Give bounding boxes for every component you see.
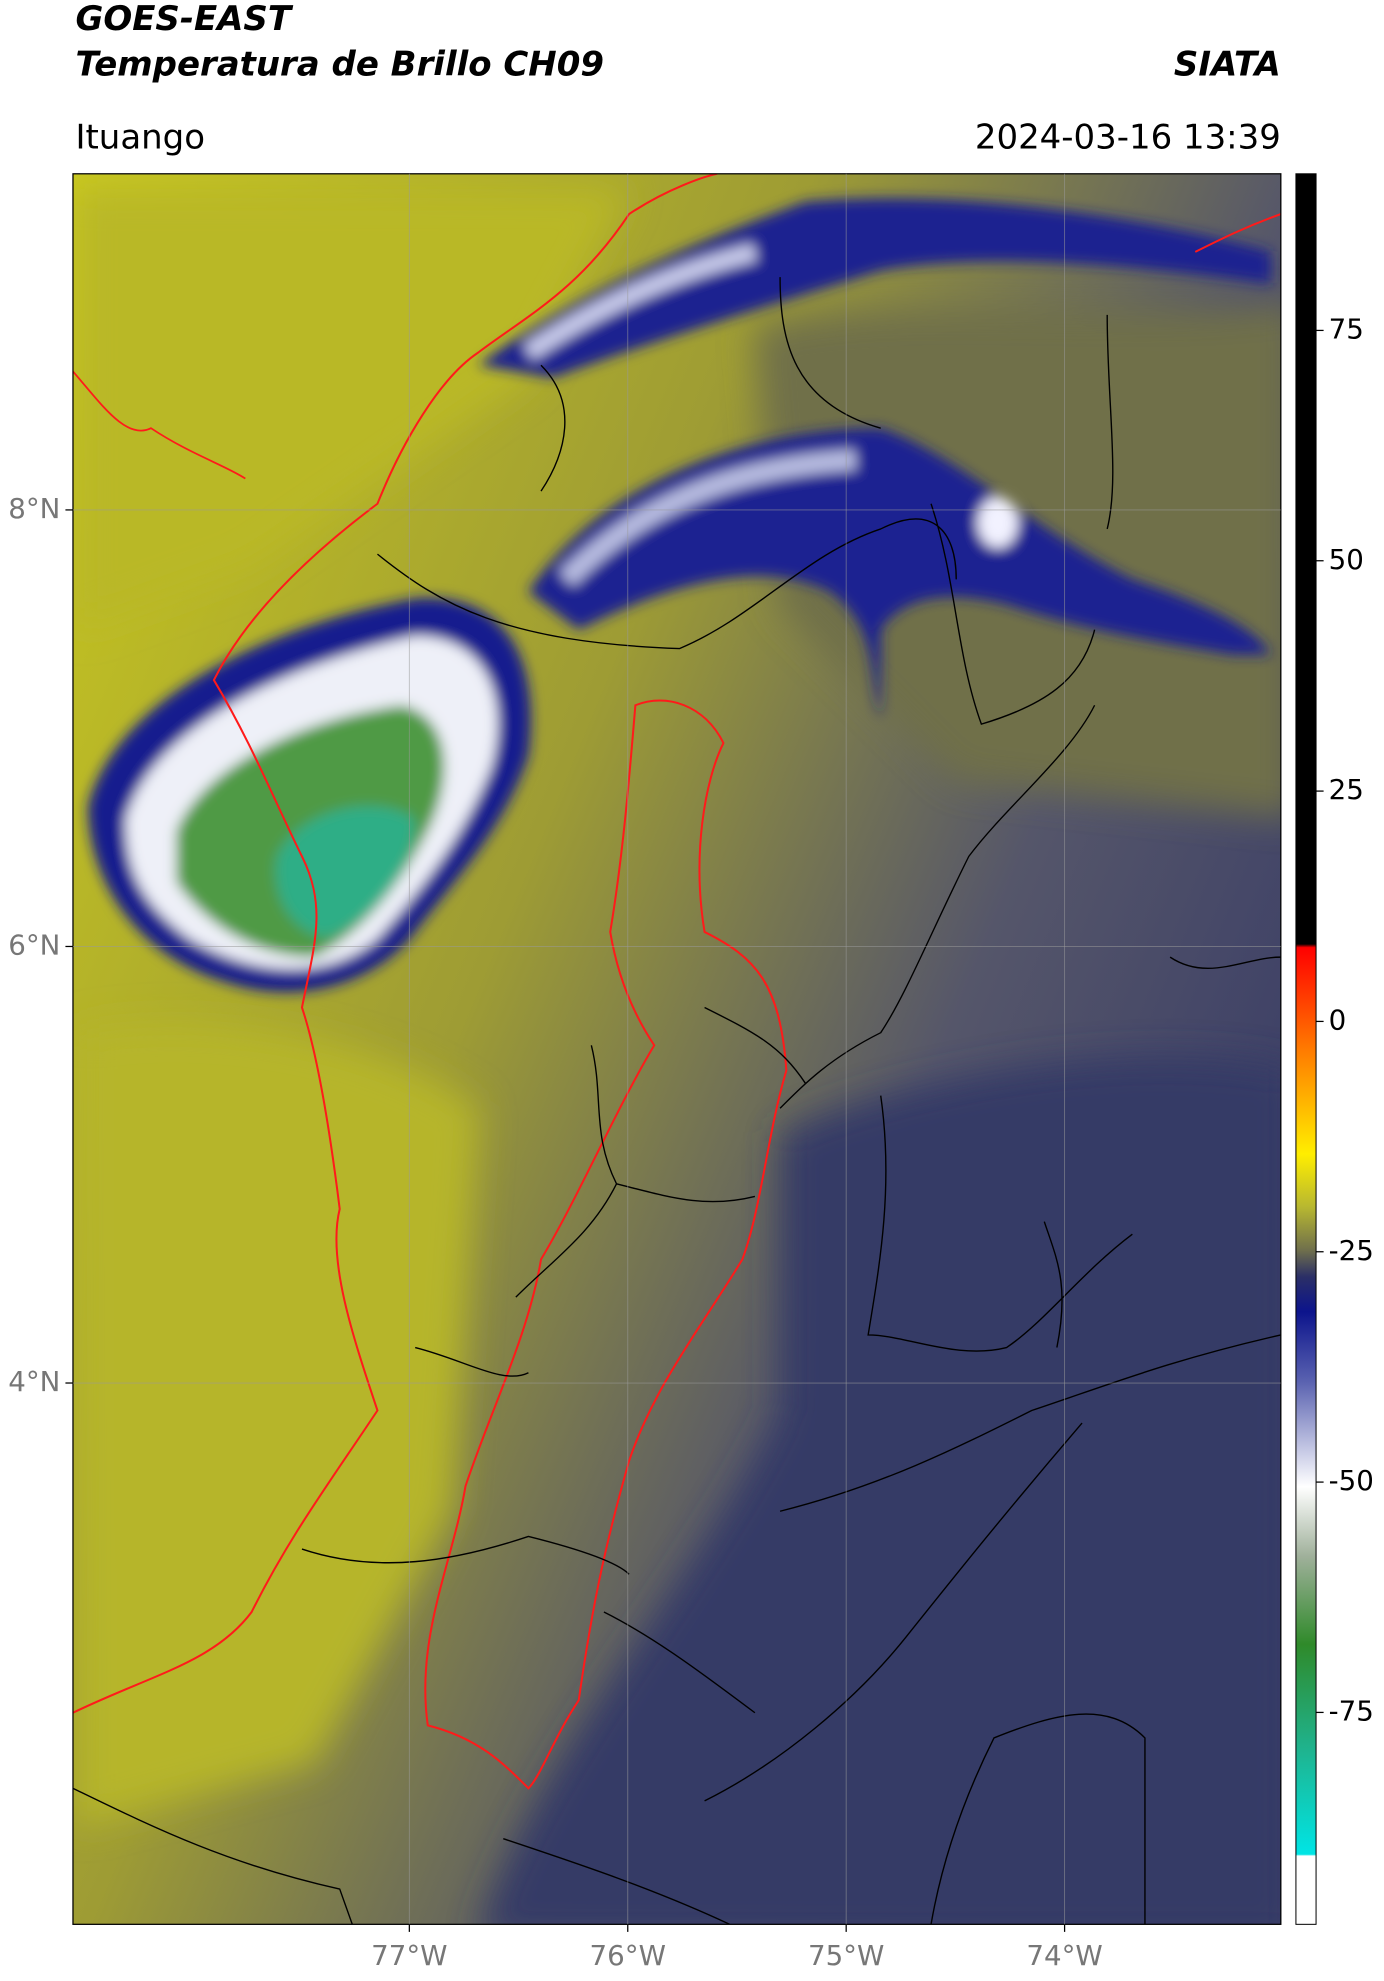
subtitle: Temperatura de Brillo CH09 (75, 45, 603, 85)
colorbar-tick-label: 25 (1329, 773, 1364, 806)
title: GOES-EAST (75, 0, 293, 39)
x-tick-label: 74°W (1026, 1939, 1102, 1972)
organization: SIATA (1174, 45, 1281, 85)
location: Ituango (75, 118, 205, 158)
datetime: 2024-03-16 13:39 (975, 118, 1281, 158)
satellite-image (72, 173, 1281, 1925)
colorbar-tick-label: -50 (1329, 1464, 1374, 1497)
colorbar-tick-label: 75 (1329, 312, 1364, 345)
x-tick-label: 75°W (808, 1939, 884, 1972)
colorbar-tick-label: -75 (1329, 1694, 1374, 1727)
colorbar-tick-label: 0 (1329, 1003, 1347, 1036)
colorbar (1295, 173, 1317, 1925)
boundaries (72, 173, 1281, 1925)
colorbar-tick-label: -25 (1329, 1234, 1374, 1267)
y-tick-label: 6°N (8, 928, 60, 961)
y-tick-label: 4°N (8, 1365, 60, 1398)
colorbar-tick-label: 50 (1329, 543, 1364, 576)
y-tick-label: 8°N (8, 492, 60, 525)
x-tick-label: 77°W (371, 1939, 447, 1972)
x-tick-label: 76°W (590, 1939, 666, 1972)
map-frame (72, 173, 1282, 1925)
